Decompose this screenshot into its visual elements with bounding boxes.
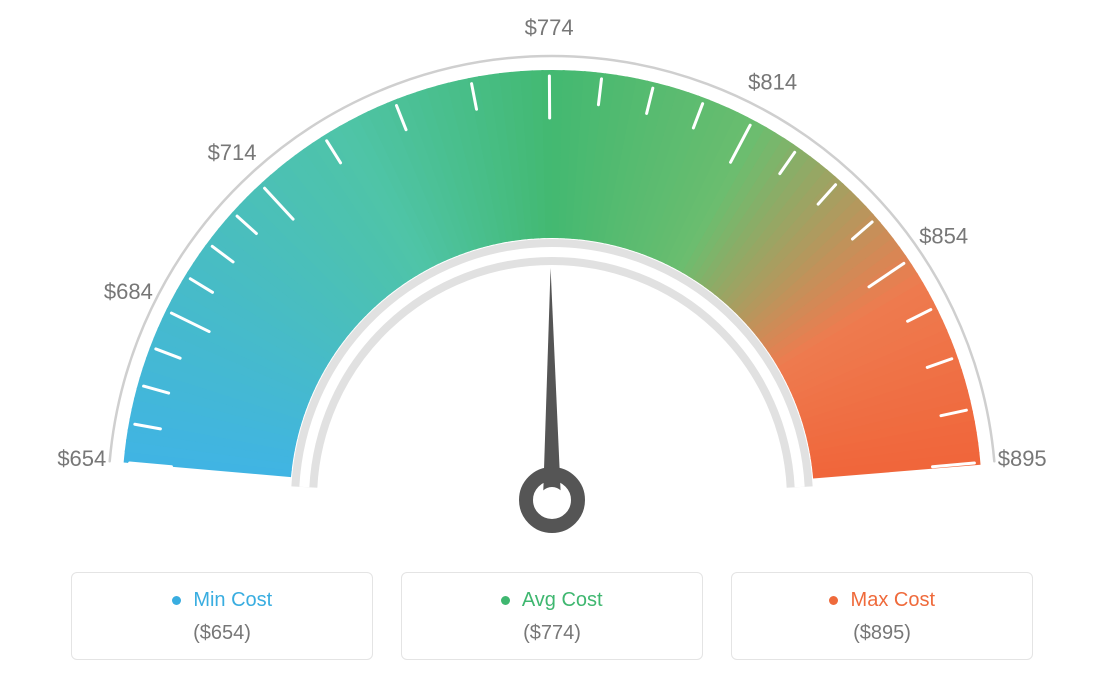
- svg-text:$714: $714: [208, 140, 257, 165]
- dot-icon: [172, 596, 181, 605]
- legend-label: Min Cost: [193, 589, 272, 611]
- svg-text:$895: $895: [998, 446, 1047, 471]
- svg-text:$774: $774: [525, 15, 574, 40]
- legend-card-min: Min Cost ($654): [71, 572, 373, 660]
- legend-value: ($774): [402, 622, 702, 645]
- legend-value: ($654): [72, 622, 372, 645]
- svg-text:$854: $854: [919, 224, 968, 249]
- legend-card-avg: Avg Cost ($774): [401, 572, 703, 660]
- dot-icon: [829, 596, 838, 605]
- svg-text:$814: $814: [748, 70, 797, 95]
- legend-label: Avg Cost: [522, 589, 603, 611]
- cost-gauge: $654 $684 $714 $774 $814 $854 $895: [0, 0, 1104, 560]
- dot-icon: [501, 596, 510, 605]
- legend-card-max: Max Cost ($895): [731, 572, 1033, 660]
- svg-text:$654: $654: [57, 446, 106, 471]
- legend-row: Min Cost ($654) Avg Cost ($774) Max Cost…: [0, 572, 1104, 660]
- legend-label: Max Cost: [851, 589, 935, 611]
- svg-text:$684: $684: [104, 279, 153, 304]
- legend-value: ($895): [732, 622, 1032, 645]
